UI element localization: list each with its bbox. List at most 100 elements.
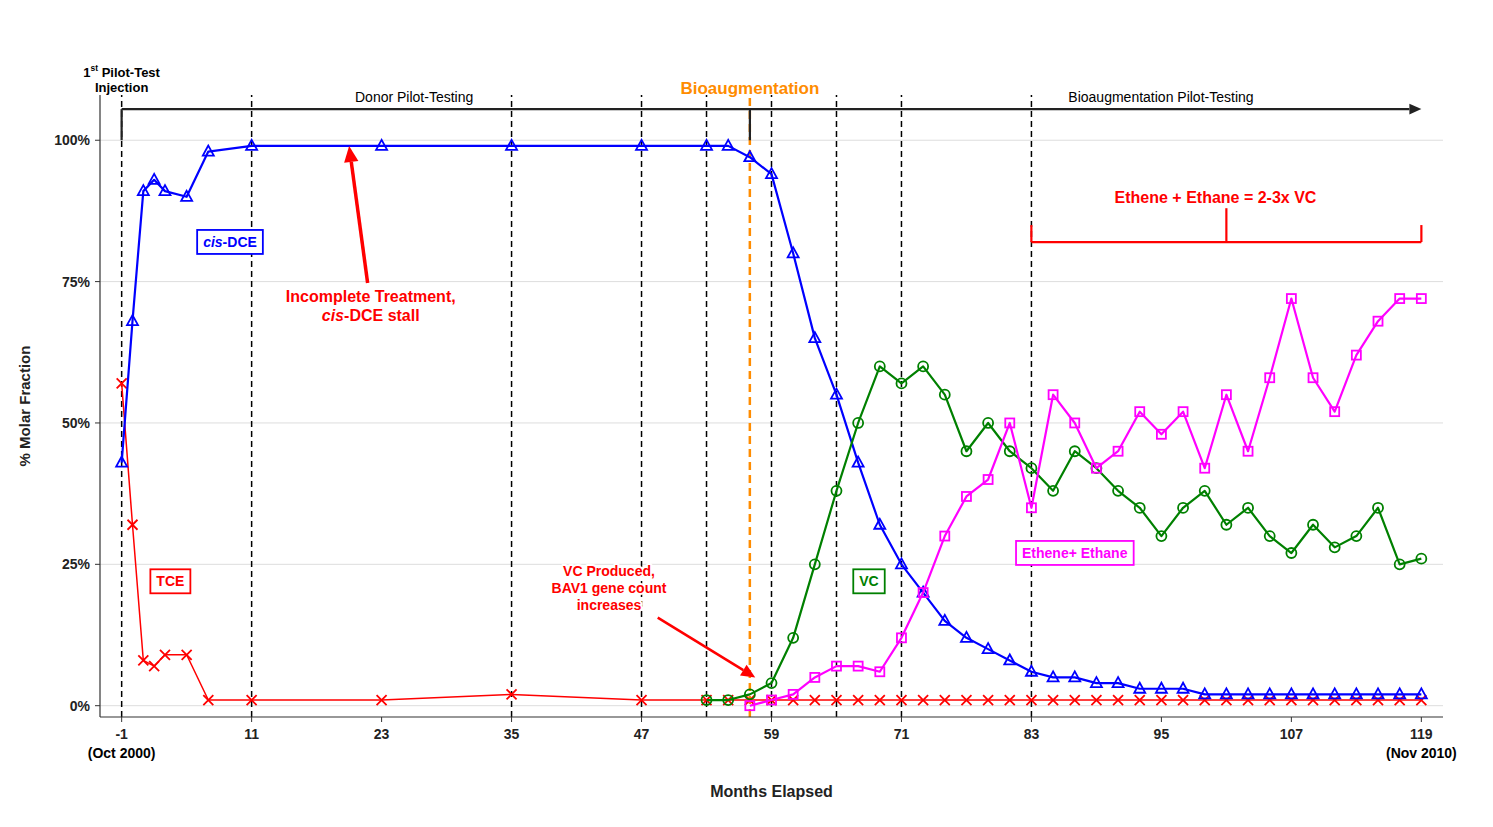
marker	[788, 695, 798, 705]
annotation-group: Incomplete Treatment,cis-DCE stall	[286, 146, 456, 324]
series-line	[122, 383, 1422, 700]
y-tick-label: 50%	[62, 415, 91, 431]
marker	[1091, 695, 1101, 705]
text-run: Bioaugmentation Pilot-Testing	[1068, 89, 1253, 105]
bracket-line	[1030, 225, 1032, 242]
marker	[1135, 503, 1145, 513]
marker	[127, 315, 138, 325]
marker	[1200, 464, 1209, 473]
y-tick	[95, 281, 100, 282]
x-tick	[121, 717, 122, 722]
marker	[138, 185, 149, 195]
text-line: (Nov 2010)	[1386, 745, 1457, 761]
marker	[1265, 373, 1274, 382]
x-tick	[1161, 717, 1162, 722]
reference-line	[706, 95, 708, 717]
marker	[1156, 531, 1166, 541]
text-line: VC Produced,	[563, 563, 655, 579]
series-name: VC	[859, 573, 878, 589]
label-box	[197, 230, 263, 254]
marker	[1352, 351, 1361, 360]
text-run: increases	[577, 597, 642, 613]
x-tick	[901, 717, 902, 722]
marker	[1243, 688, 1254, 698]
marker	[1329, 688, 1340, 698]
marker	[1178, 695, 1188, 705]
marker	[831, 695, 841, 705]
x-tick-label: -1	[115, 726, 128, 742]
marker	[1070, 695, 1080, 705]
x-tick-label: 95	[1154, 726, 1170, 742]
series	[745, 294, 1426, 710]
x-tick-label: 119	[1410, 726, 1433, 742]
marker	[1265, 531, 1275, 541]
marker	[1286, 548, 1296, 558]
text-line: Bioaugmentation Pilot-Testing	[1068, 89, 1253, 105]
marker	[984, 475, 993, 484]
marker	[810, 559, 820, 569]
label-box	[1016, 541, 1134, 565]
y-tick-label: 0%	[70, 698, 91, 714]
arrow-shaft	[351, 162, 367, 283]
marker	[149, 174, 160, 184]
marker	[246, 140, 257, 150]
annotation-group: 1st Pilot-TestInjection	[83, 63, 160, 95]
marker	[1244, 447, 1253, 456]
annotation: Ethene + Ethane = 2-3x VC	[1115, 189, 1317, 206]
marker	[1222, 390, 1231, 399]
reference-line	[251, 95, 253, 717]
bracket-line	[1225, 208, 1227, 242]
annotation: Incomplete Treatment,cis-DCE stall	[286, 288, 456, 324]
x-tick-label: 11	[244, 726, 259, 742]
text-line: 1st Pilot-Test	[83, 63, 160, 79]
marker	[1416, 688, 1427, 698]
marker	[1308, 688, 1319, 698]
marker	[1309, 373, 1318, 382]
x-tick	[771, 717, 772, 722]
marker	[1069, 671, 1080, 681]
text-run: Bioaugmentation	[680, 79, 819, 98]
marker	[247, 695, 257, 705]
marker	[788, 633, 798, 643]
marker	[1026, 695, 1036, 705]
series	[116, 140, 1427, 698]
marker	[1156, 683, 1167, 693]
marker	[1026, 666, 1037, 676]
x-tick	[251, 717, 252, 722]
text-line: Bioaugmentation	[680, 79, 819, 98]
text-run: TCE	[156, 573, 184, 589]
marker	[1330, 542, 1340, 552]
marker	[1417, 294, 1426, 303]
y-tick-label: 25%	[62, 556, 91, 572]
marker	[1005, 446, 1015, 456]
marker	[1243, 503, 1253, 513]
marker	[962, 492, 971, 501]
marker	[983, 418, 993, 428]
annotation-group: Ethene + Ethane = 2-3x VC	[1031, 189, 1421, 242]
text-run: (Oct 2000)	[88, 745, 156, 761]
marker	[506, 140, 517, 150]
marker	[1135, 407, 1144, 416]
y-axis-line	[99, 95, 100, 717]
text-line: Ethene+ Ethane	[1022, 545, 1128, 561]
marker	[1135, 695, 1145, 705]
text-run: Incomplete Treatment,	[286, 288, 456, 305]
marker	[1005, 695, 1015, 705]
marker	[203, 146, 214, 156]
marker	[1092, 464, 1101, 473]
label-box	[150, 569, 190, 593]
marker	[875, 667, 884, 676]
reference-line	[836, 95, 838, 717]
marker	[1026, 463, 1036, 473]
x-tick-label: 83	[1024, 726, 1040, 742]
marker	[1395, 294, 1404, 303]
marker	[116, 457, 127, 467]
marker	[1113, 677, 1124, 687]
marker	[1351, 688, 1362, 698]
marker	[1200, 486, 1210, 496]
arrow-head	[740, 665, 755, 678]
x-tick	[1421, 717, 1422, 722]
marker	[1373, 503, 1383, 513]
marker	[983, 643, 994, 653]
marker	[1048, 486, 1058, 496]
